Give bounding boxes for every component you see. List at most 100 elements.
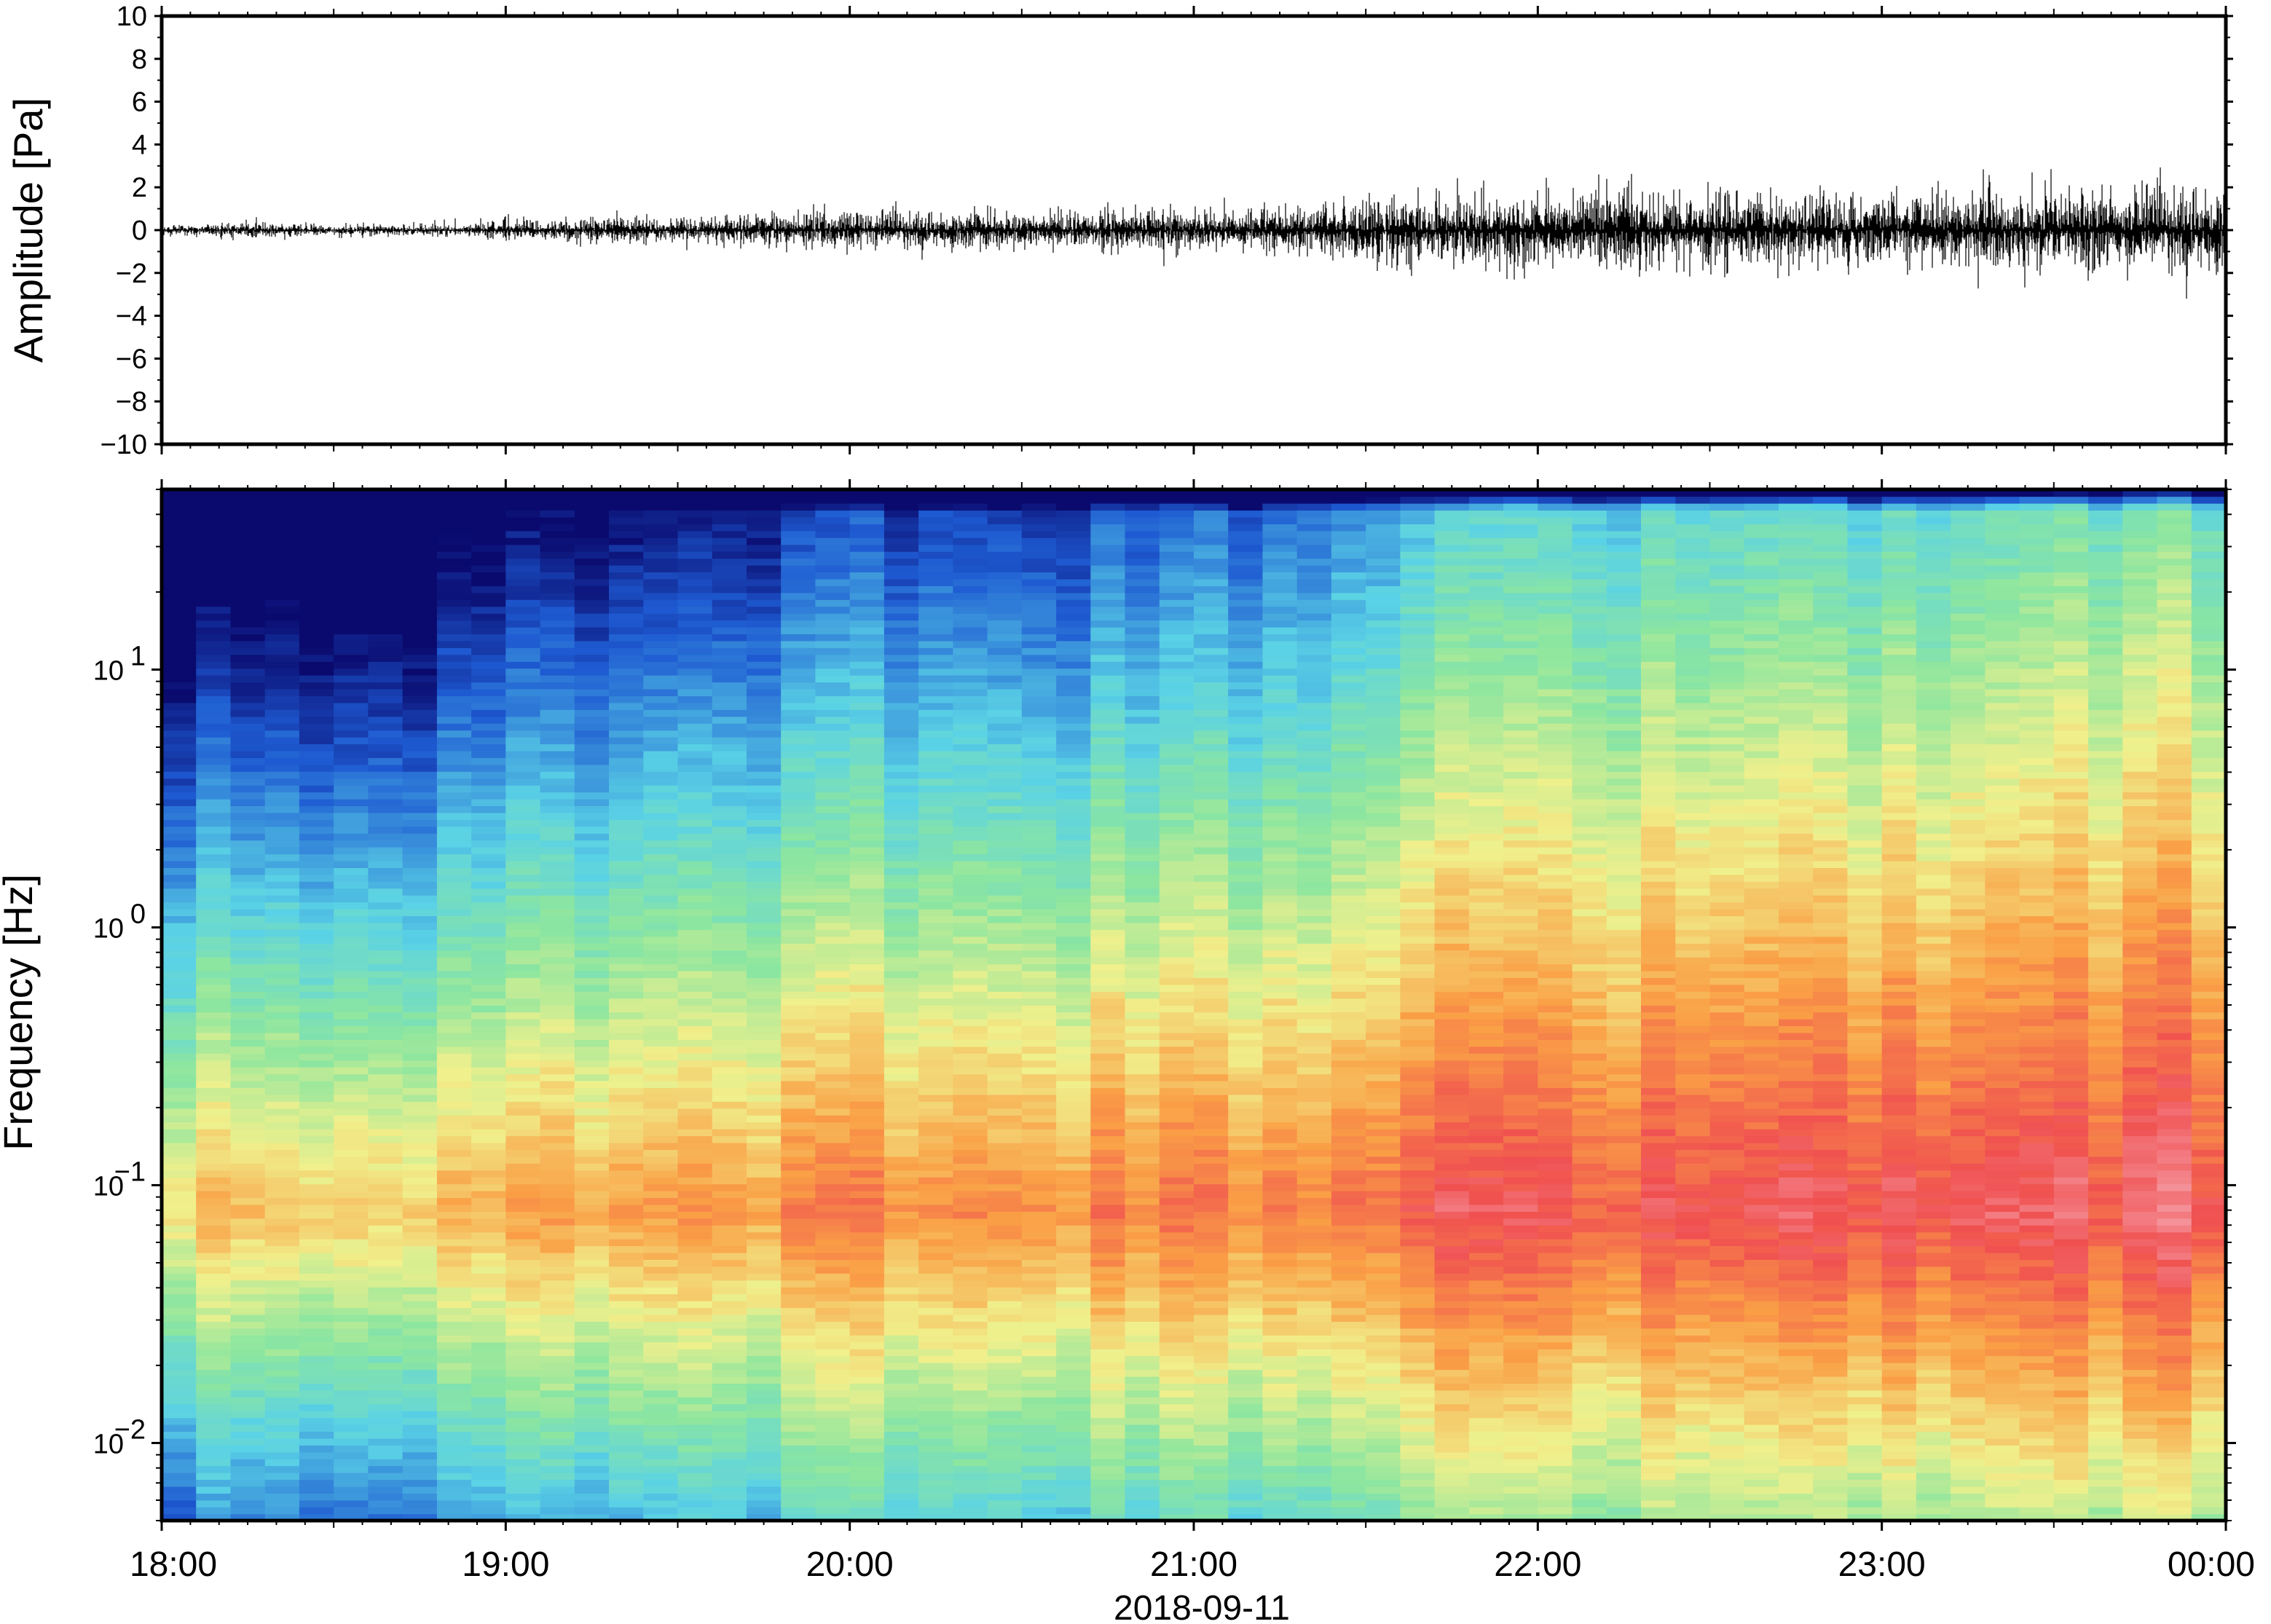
spectrogram-cell [1125,771,1160,779]
spectrogram-cell [436,1479,472,1487]
spectrogram-cell [505,1067,541,1075]
spectrogram-cell [505,998,541,1006]
spectrogram-cell [334,1094,369,1102]
spectrogram-cell [505,1135,541,1143]
spectrogram-cell [747,1328,782,1336]
spectrogram-cell [1090,888,1126,896]
spectrogram-cell [436,1094,472,1102]
spectrogram-cell [747,840,782,848]
spectrogram-cell [747,612,782,621]
spectrogram-cell [505,1403,541,1411]
spectrogram-cell [264,1328,300,1336]
spectrogram-cell [230,936,266,944]
spectrogram-cell [471,1177,507,1185]
spectrogram-cell [712,1122,747,1130]
spectrogram-cell [299,578,334,586]
spectrogram-cell [987,757,1023,765]
spectrogram-cell [402,908,438,916]
spectrogram-cell [1056,929,1092,937]
spectrogram-cell [987,1369,1023,1377]
spectrogram-cell [334,530,369,538]
spectrogram-cell [1021,1280,1057,1288]
spectrogram-cell [196,854,232,862]
spectrogram-cell [471,956,507,965]
spectrogram-cell [849,1431,885,1439]
spectrogram-cell [1194,1177,1229,1185]
spectrogram-cell [1228,647,1264,655]
spectrogram-cell [1125,1080,1160,1088]
spectrogram-cell [712,950,747,958]
spectrogram-cell [230,1321,266,1329]
spectrogram-cell [1125,922,1160,930]
spectrogram-cell [712,1245,747,1253]
spectrogram-cell [1056,936,1092,944]
spectrogram-cell [540,1321,575,1329]
spectrogram-cell [918,881,954,889]
spectrogram-cell [781,1080,816,1088]
spectrogram-cell [196,764,232,772]
spectrogram-cell [471,1349,507,1357]
spectrogram-cell [1194,874,1229,882]
spectrogram-cell [574,833,610,841]
spectrogram-cell [953,730,988,738]
spectrogram-cell [1159,592,1194,600]
spectrogram-cell [712,874,747,882]
spectrogram-cell [849,963,885,971]
spectrogram-cell [849,1486,885,1494]
spectrogram-cell [1228,1252,1264,1260]
spectrogram-cell [1159,1067,1194,1075]
spectrogram-cell [162,496,197,504]
spectrogram-cell [781,1314,816,1322]
spectrogram-cell [264,977,300,985]
spectrogram-cell [334,1411,369,1419]
spectrogram-cell [1056,1060,1092,1068]
spectrogram-cell [299,1177,334,1185]
spectrogram-cell [402,1005,438,1013]
spectrogram-cell [677,922,713,930]
spectrogram-cell [505,1204,541,1212]
spectrogram-cell [540,1067,575,1075]
spectrogram-cell [918,1328,954,1336]
spectrogram-cell [436,612,472,621]
spectrogram-cell [540,496,575,504]
spectrogram-cell [196,640,232,648]
spectrogram-cell [1228,922,1264,930]
spectrogram-cell [162,709,197,717]
spectrogram-cell [334,551,369,559]
spectrogram-cell [1228,867,1264,875]
spectrogram-cell [230,1259,266,1267]
spectrogram-cell [334,984,369,992]
spectrogram-cell [402,489,438,497]
spectrogram-cell [1159,895,1194,903]
spectrogram-cell [849,736,885,744]
spectrogram-cell [436,867,472,875]
spectrogram-cell [230,1417,266,1425]
spectrogram-cell [781,634,816,642]
spectrogram-cell [1194,1190,1229,1199]
spectrogram-cell [747,1376,782,1384]
spectrogram-cell [953,736,988,744]
spectrogram-cell [781,1149,816,1157]
spectrogram-cell [643,1459,679,1467]
spectrogram-cell [1056,1451,1092,1459]
spectrogram-cell [1228,688,1264,696]
spectrogram-cell [264,1073,300,1081]
spectrogram-cell [1125,840,1160,848]
spectrogram-cell [815,1445,851,1453]
spectrogram-cell [402,1438,438,1446]
spectrogram-cell [781,510,816,518]
spectrogram-cell [299,1507,334,1515]
spectrogram-cell [849,1321,885,1329]
spectrogram-cell [1125,984,1160,992]
spectrogram-cell [987,922,1023,930]
spectrogram-cell [1159,970,1194,978]
spectrogram-cell [987,1493,1023,1501]
spectrogram-cell [677,723,713,731]
spectrogram-cell [849,792,885,800]
spectrogram-cell [1056,640,1092,648]
spectrogram-cell [1125,826,1160,834]
spectrogram-cell [643,1445,679,1453]
spectrogram-cell [747,970,782,978]
spectrogram-cell [230,826,266,834]
spectrogram-cell [849,647,885,655]
